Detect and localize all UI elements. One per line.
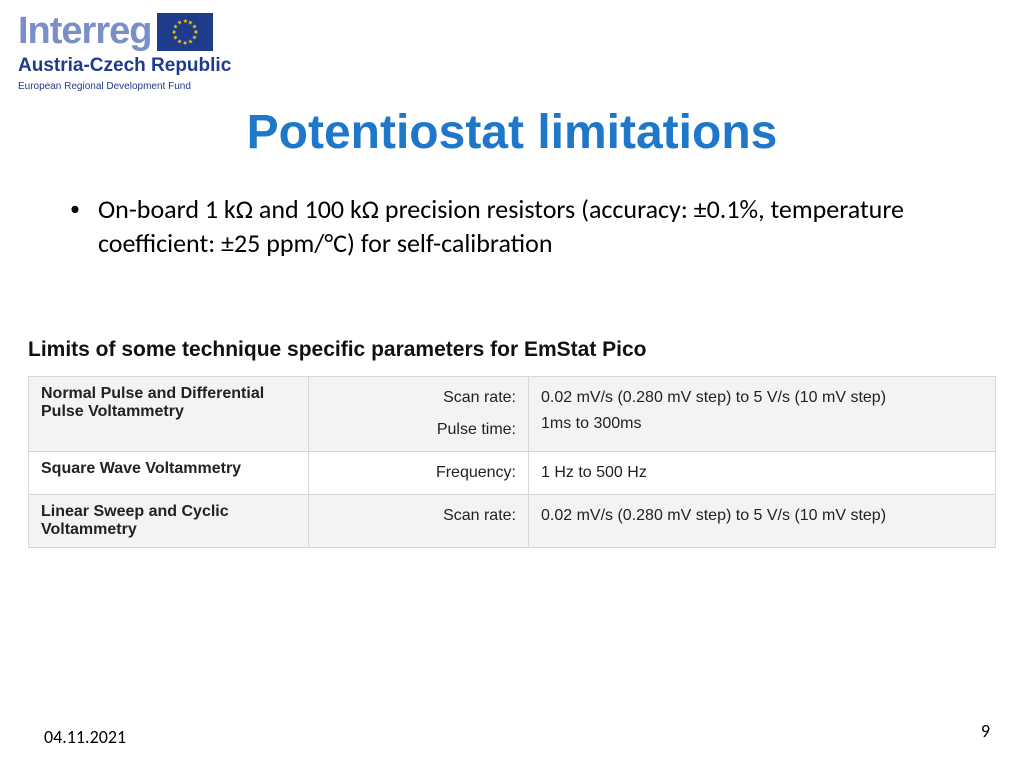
limits-table: Normal Pulse and Differential Pulse Volt… [28, 376, 996, 548]
cell-param: Frequency: [309, 452, 529, 495]
cell-technique: Square Wave Voltammetry [29, 452, 309, 495]
interreg-logo: Interreg ★ ★ ★ ★ ★ ★ ★ ★ ★ ★ ★ ★ Austria… [18, 10, 293, 92]
table-row: Square Wave Voltammetry Frequency: 1 Hz … [29, 452, 996, 495]
eu-flag-icon: ★ ★ ★ ★ ★ ★ ★ ★ ★ ★ ★ ★ [157, 13, 213, 51]
cell-value: 0.02 mV/s (0.280 mV step) to 5 V/s (10 m… [529, 377, 996, 452]
cell-technique: Normal Pulse and Differential Pulse Volt… [29, 377, 309, 452]
cell-value: 0.02 mV/s (0.280 mV step) to 5 V/s (10 m… [529, 495, 996, 548]
cell-technique: Linear Sweep and Cyclic Voltammetry [29, 495, 309, 548]
logo-subtitle-country: Austria-Czech Republic [18, 55, 293, 77]
logo-brand: Interreg [18, 10, 151, 53]
footer-page-number: 9 [981, 720, 990, 742]
cell-param: Scan rate: [309, 495, 529, 548]
bullet-item: • On-board 1 kΩ and 100 kΩ precision res… [70, 192, 950, 260]
bullet-dot-icon: • [70, 192, 80, 260]
cell-value: 1 Hz to 500 Hz [529, 452, 996, 495]
bullet-text: On-board 1 kΩ and 100 kΩ precision resis… [98, 192, 950, 260]
page-title: Potentiostat limitations [0, 105, 1024, 160]
table-row: Normal Pulse and Differential Pulse Volt… [29, 377, 996, 452]
footer-date: 04.11.2021 [44, 726, 126, 748]
table-caption: Limits of some technique specific parame… [28, 338, 647, 362]
cell-param: Scan rate: Pulse time: [309, 377, 529, 452]
logo-subtitle-fund: European Regional Development Fund [18, 81, 293, 92]
table-row: Linear Sweep and Cyclic Voltammetry Scan… [29, 495, 996, 548]
